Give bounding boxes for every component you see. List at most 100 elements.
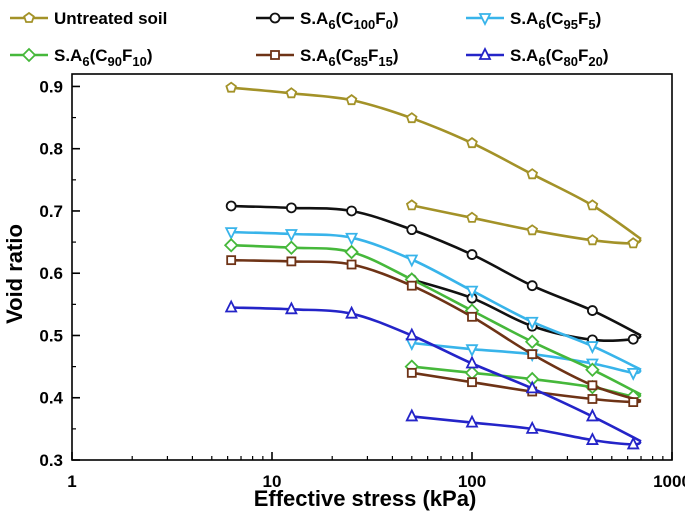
series-3-point xyxy=(405,254,419,268)
y-tick-label: 0.6 xyxy=(39,264,63,283)
legend-label: S.A6(C90F10) xyxy=(54,46,153,69)
series-2-point xyxy=(346,205,357,217)
series-2-unloading-line xyxy=(411,278,642,343)
y-tick-label: 0.5 xyxy=(39,326,63,345)
series-3-point xyxy=(224,227,238,241)
series-1-point xyxy=(526,224,539,236)
y-axis-title: Void ratio xyxy=(2,224,27,324)
y-tick-label: 0.7 xyxy=(39,202,63,221)
series-6-point xyxy=(224,299,238,313)
series-5-point xyxy=(406,280,417,291)
series-1-point xyxy=(405,112,418,124)
series-3-point xyxy=(345,232,359,246)
series-5-point xyxy=(587,394,598,404)
series-6-point xyxy=(405,408,419,422)
legend-item-2: S.A6(C100F0) xyxy=(256,9,399,32)
x-tick-label: 100 xyxy=(458,472,486,491)
series-1-point xyxy=(285,87,298,99)
series-1-unloading-line xyxy=(411,204,642,245)
series-4-point xyxy=(524,334,540,349)
series-1-loading-line xyxy=(231,86,642,241)
series-6-point xyxy=(345,305,359,319)
series-2-point xyxy=(466,249,478,260)
series-1-point xyxy=(466,211,478,223)
series-6 xyxy=(224,299,642,450)
series-5-point xyxy=(467,311,477,322)
series-2 xyxy=(225,200,642,346)
series-4-loading-line xyxy=(231,243,642,396)
legend-item-6: S.A6(C80F20) xyxy=(466,46,609,69)
series-6-point xyxy=(465,414,479,428)
series-2-point xyxy=(285,202,297,214)
series-6-point xyxy=(284,301,298,315)
series-3-point xyxy=(585,341,599,355)
series-5-point xyxy=(226,255,237,266)
series-2-point xyxy=(406,224,418,236)
legend-label: Untreated soil xyxy=(54,9,167,28)
chart-legend: Untreated soil S.A6(C100F0) S.A6(C95F5) S.A… xyxy=(10,9,609,69)
y-tick-label: 0.3 xyxy=(39,451,63,470)
series-1 xyxy=(225,81,642,249)
legend-marker xyxy=(478,46,492,60)
series-6-unloading-line xyxy=(411,415,642,446)
series-3-unloading-line xyxy=(411,341,642,375)
series-4-point xyxy=(284,240,299,255)
series-4-point xyxy=(223,237,239,253)
series-6-loading-line xyxy=(231,306,642,443)
series-3 xyxy=(224,227,642,381)
series-6-point xyxy=(525,420,539,434)
series-3-point xyxy=(465,285,479,299)
series-5-point xyxy=(527,349,538,360)
series-5 xyxy=(226,255,642,408)
legend-item-4: S.A6(C90F10) xyxy=(10,46,153,69)
legend-marker xyxy=(23,11,35,23)
series-2-point xyxy=(225,200,237,212)
x-axis-title: Effective stress (kPa) xyxy=(254,486,477,511)
legend-label: S.A6(C100F0) xyxy=(300,9,399,32)
series-3-point xyxy=(626,367,640,381)
legend-marker xyxy=(478,13,492,27)
x-tick-label: 10 xyxy=(263,472,282,491)
series-6-point xyxy=(626,436,640,450)
series-1-point xyxy=(627,237,640,249)
series-5-point xyxy=(346,259,357,270)
series-3-point xyxy=(465,344,479,358)
series-1-point xyxy=(225,81,237,93)
series-1-point xyxy=(586,199,599,211)
series-6-point xyxy=(585,408,599,422)
y-tick-label: 0.4 xyxy=(39,389,63,408)
series-5-point xyxy=(286,256,297,267)
series-4-point xyxy=(464,365,480,381)
series-1-point xyxy=(586,234,599,246)
series-2-point xyxy=(587,305,598,316)
series-2-point xyxy=(627,333,639,345)
legend-marker xyxy=(21,47,37,63)
series-6-point xyxy=(465,355,479,369)
y-tick-label: 0.8 xyxy=(39,140,63,159)
series-1-point xyxy=(466,136,478,149)
series-5-point xyxy=(587,380,598,391)
legend-item-5: S.A6(C85F15) xyxy=(256,46,399,69)
series-6-point xyxy=(525,380,539,394)
series-1-point xyxy=(345,93,358,106)
legend-label: S.A6(C85F15) xyxy=(300,46,399,69)
series-3-loading-line xyxy=(231,230,642,371)
series-5-point xyxy=(467,377,477,388)
series-4-point xyxy=(344,244,359,260)
series-6-point xyxy=(585,432,599,445)
series-5-point xyxy=(628,397,639,408)
x-tick-label: 1 xyxy=(67,472,76,491)
legend-marker xyxy=(270,50,280,60)
y-tick-label: 0.9 xyxy=(39,77,63,96)
legend-label: S.A6(C80F20) xyxy=(510,46,609,69)
series-5-point xyxy=(406,367,417,378)
legend-item-1: Untreated soil xyxy=(10,9,167,28)
series-6-point xyxy=(405,327,419,341)
legend-label: S.A6(C95F5) xyxy=(510,9,601,32)
legend-marker xyxy=(269,12,281,24)
series-3-point xyxy=(405,338,419,351)
series-3-point xyxy=(284,229,298,243)
